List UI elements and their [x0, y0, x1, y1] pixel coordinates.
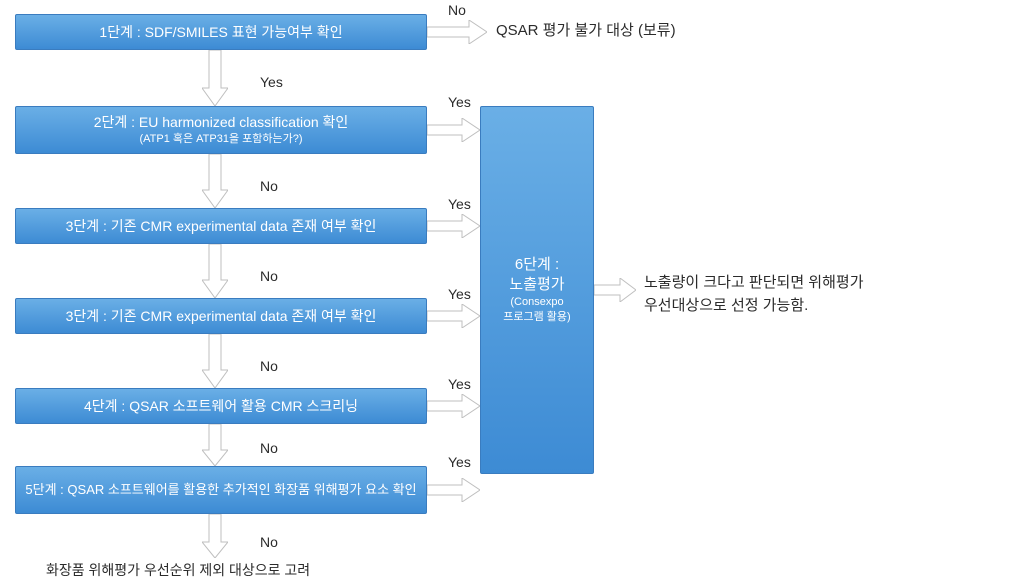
step2-text: 2단계 : EU harmonized classification 확인	[94, 113, 349, 132]
arrow-right-s1	[427, 20, 487, 44]
arrow-down-2	[202, 154, 228, 208]
step6-sub3: 프로그램 활용)	[503, 310, 570, 325]
step6-node: 6단계 : 노출평가 (Consexpo 프로그램 활용)	[480, 106, 594, 474]
result3-text: 화장품 위해평가 우선순위 제외 대상으로 고려	[46, 560, 310, 581]
result2-text: 노출량이 크다고 판단되면 위해평가 우선대상으로 선정 가능함.	[644, 272, 864, 317]
label-s2-yes: Yes	[448, 94, 471, 110]
step1-text: 1단계 : SDF/SMILES 표현 가능여부 확인	[99, 23, 342, 42]
label-s5-yes: Yes	[448, 454, 471, 470]
arrow-down-6	[202, 514, 228, 558]
step2-sub: (ATP1 혹은 ATP31을 포함하는가?)	[139, 132, 302, 147]
step1-node: 1단계 : SDF/SMILES 표현 가능여부 확인	[15, 14, 427, 50]
step5-node: 5단계 : QSAR 소프트웨어를 활용한 추가적인 화장품 위해평가 요소 확…	[15, 466, 427, 514]
step6-text: 6단계 :	[515, 255, 559, 275]
label-s3a-yes: Yes	[448, 196, 471, 212]
label-s3a-no: No	[260, 268, 278, 284]
label-s4-yes: Yes	[448, 376, 471, 392]
step4-node: 4단계 : QSAR 소프트웨어 활용 CMR 스크리닝	[15, 388, 427, 424]
arrow-down-3	[202, 244, 228, 298]
step5-text: 5단계 : QSAR 소프트웨어를 활용한 추가적인 화장품 위해평가 요소 확…	[25, 481, 416, 499]
arrow-down-5	[202, 424, 228, 466]
step2-node: 2단계 : EU harmonized classification 확인 (A…	[15, 106, 427, 154]
arrow-right-s4	[427, 394, 480, 418]
arrow-down-4	[202, 334, 228, 388]
result1-text: QSAR 평가 불가 대상 (보류)	[496, 20, 676, 43]
label-s1-no: No	[448, 2, 466, 18]
label-s1-yes: Yes	[260, 74, 283, 90]
label-s5-no: No	[260, 534, 278, 550]
label-s3b-yes: Yes	[448, 286, 471, 302]
arrow-right-s3a	[427, 214, 480, 238]
step3a-node: 3단계 : 기존 CMR experimental data 존재 여부 확인	[15, 208, 427, 244]
result2-line2: 우선대상으로 선정 가능함.	[644, 297, 808, 314]
label-s4-no: No	[260, 440, 278, 456]
arrow-right-s6	[594, 278, 636, 302]
label-s2-no: No	[260, 178, 278, 194]
step3a-text: 3단계 : 기존 CMR experimental data 존재 여부 확인	[66, 217, 377, 236]
step6-sub1: 노출평가	[509, 275, 564, 295]
label-s3b-no: No	[260, 358, 278, 374]
step3b-node: 3단계 : 기존 CMR experimental data 존재 여부 확인	[15, 298, 427, 334]
step6-sub2: (Consexpo	[510, 295, 563, 310]
step3b-text: 3단계 : 기존 CMR experimental data 존재 여부 확인	[66, 307, 377, 326]
arrow-right-s2	[427, 118, 480, 142]
arrow-right-s3b	[427, 304, 480, 328]
step4-text: 4단계 : QSAR 소프트웨어 활용 CMR 스크리닝	[84, 397, 358, 416]
arrow-down-1	[202, 50, 228, 106]
arrow-right-s5	[427, 478, 480, 502]
result2-line1: 노출량이 크다고 판단되면 위해평가	[644, 274, 864, 291]
